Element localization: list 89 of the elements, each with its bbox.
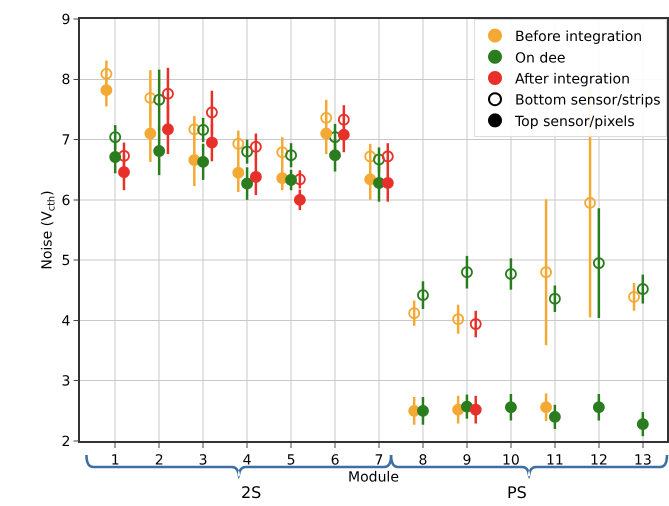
point [548,292,561,305]
point [153,94,166,106]
legend-label: After integration [515,71,630,88]
point [338,128,350,141]
point [548,410,561,423]
point [540,401,552,414]
point [540,266,552,278]
point [470,404,482,416]
point [373,154,385,166]
point [417,404,429,417]
point [206,136,218,148]
point [144,128,156,140]
point [276,146,288,158]
x-tick-label: 13 [634,452,652,469]
point [470,318,482,330]
point [461,400,473,413]
x-tick-label: 4 [242,452,252,469]
y-tick-label: 9 [62,12,70,28]
x-tick-label: 7 [374,452,384,469]
legend-label: On dee [515,50,566,66]
x-axis-title: Module [348,469,399,486]
point [364,150,376,162]
x-tick-label: 9 [462,452,472,469]
point [408,307,420,320]
point [206,106,218,118]
x-tick-label: 11 [546,452,564,469]
x-tick-label: 8 [418,452,428,469]
text: 2S [241,483,262,502]
x-tick-label: 1 [110,452,120,469]
point [241,178,253,190]
point [118,150,130,162]
x-tick-label: 3 [198,452,208,469]
point [461,266,473,278]
y-tick-label: 8 [62,72,70,88]
point [197,124,210,136]
point [197,156,210,168]
point [100,68,112,80]
text: PS [507,483,527,502]
legend-label: Top sensor/pixels [514,114,635,130]
point [109,151,122,163]
point [320,112,332,124]
point [241,146,253,158]
point [153,145,166,157]
point [628,291,640,303]
point [505,268,517,280]
point [109,131,122,144]
point [452,313,464,326]
x-tick-label: 10 [502,452,520,469]
point [592,401,605,414]
point [144,92,156,104]
point [100,84,112,96]
point [329,149,341,162]
point [232,166,244,179]
point [636,283,649,295]
legend-label: Bottom sensor/strips [515,92,661,109]
point [162,123,174,136]
point [584,196,596,209]
point [320,128,332,140]
point [162,88,174,100]
point [294,194,306,206]
point [329,131,341,144]
x-tick-label: 5 [286,452,296,469]
x-tick-label: 6 [330,452,340,469]
point [417,289,429,302]
point [338,114,350,126]
point [250,140,262,153]
legend-label: Before integration [515,29,642,46]
x-tick-label: 12 [590,452,608,469]
point [294,173,306,186]
y-tick-label: 6 [62,192,71,209]
point [188,123,200,136]
point [232,138,244,150]
point [505,401,517,414]
y-tick-label: 3 [62,374,70,390]
y-tick-label: 7 [62,132,70,148]
point [382,150,394,162]
point [382,177,394,189]
point [364,173,376,186]
point [250,171,262,183]
y-tick-label: 4 [62,313,71,330]
x-tick-label: 2 [154,452,164,469]
point [636,418,649,430]
point [452,404,464,416]
point [592,257,605,270]
y-tick-label: 5 [62,253,70,270]
point [285,174,297,186]
point [285,149,297,162]
point [118,166,130,178]
y-tick-label: 2 [62,434,70,450]
